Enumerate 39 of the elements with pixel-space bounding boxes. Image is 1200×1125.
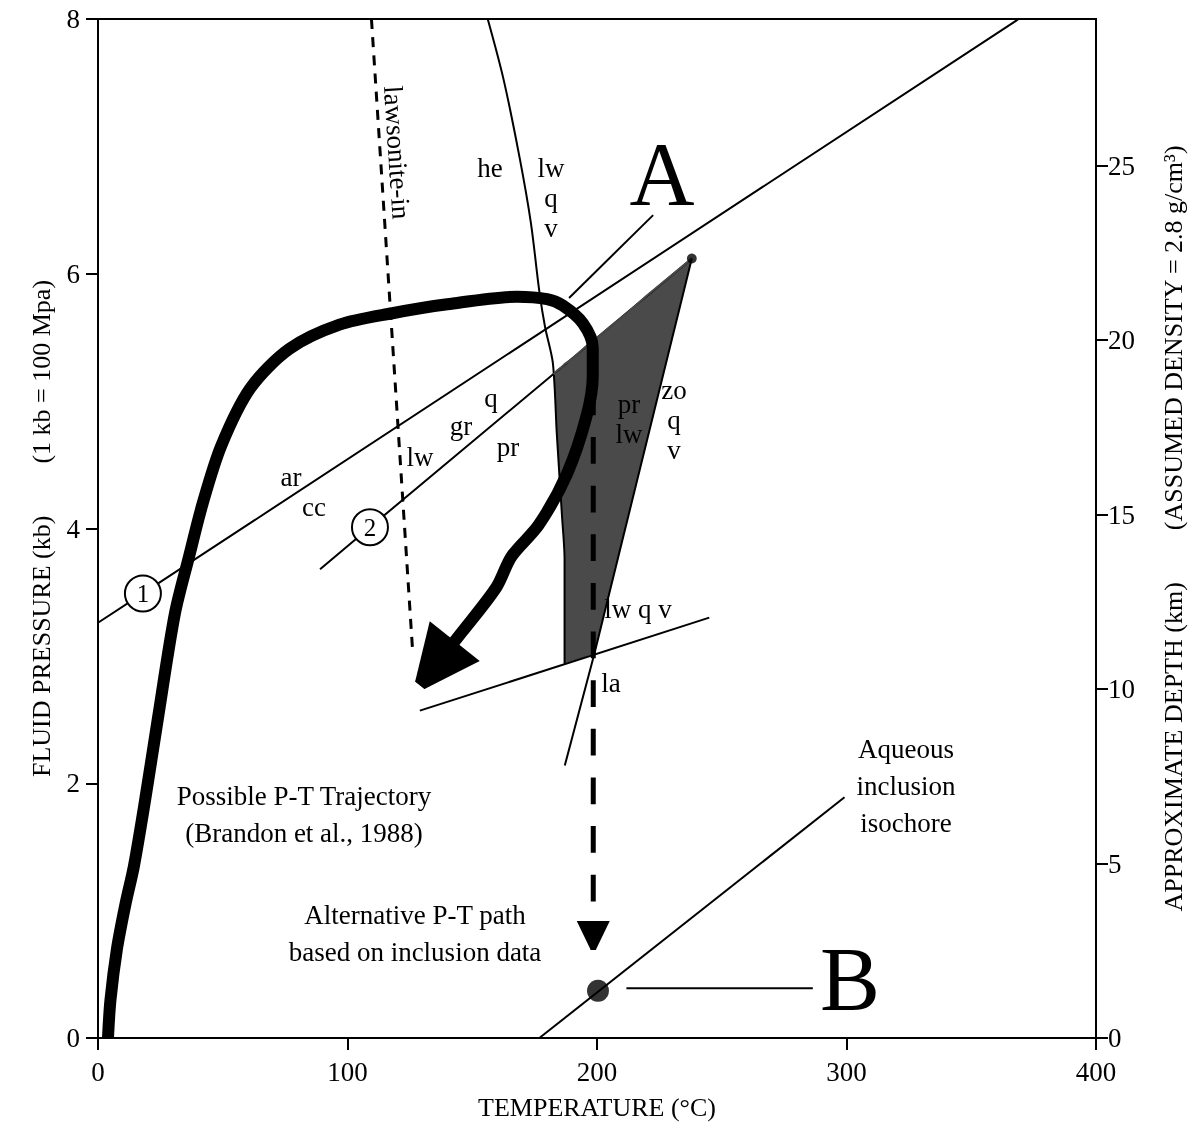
annotation: la [601, 668, 621, 698]
y2-tick-label: 10 [1108, 674, 1135, 705]
y-axis-title: FLUID PRESSURE (kb) (1 kb = 100 Mpa) [26, 279, 56, 778]
y-tick-label: 0 [66, 1023, 80, 1053]
series-label: 1 [136, 579, 150, 607]
y2-tick-label: 15 [1108, 499, 1135, 530]
y-tick-label: 4 [66, 513, 81, 544]
annotation: pr lw [615, 389, 643, 449]
annotation: Possible P-T Trajectory (Brandon et al., 1988) [176, 780, 432, 848]
x-tick-label: 0 [91, 1056, 105, 1087]
x-tick-label: 300 [826, 1056, 867, 1087]
y2-tick-label: 25 [1108, 150, 1135, 181]
x-axis-title: TEMPERATURE (°C) [478, 1092, 716, 1122]
y2-tick-label: 20 [1108, 325, 1135, 356]
annotation: ar [280, 462, 302, 492]
series-label: 2 [363, 513, 377, 541]
annotation: cc [302, 492, 326, 522]
annotation: he [477, 153, 503, 183]
annotation: pr [496, 432, 520, 462]
y-tick-label: 6 [66, 258, 80, 289]
x-tick-label: 100 [327, 1056, 368, 1087]
y-tick-label: 2 [66, 768, 80, 799]
y2-axis-title: APPROXIMATE DEPTH (km) (ASSUMED DENSITY = 2.8 g/cm³) [1158, 145, 1188, 912]
y-tick-label: 8 [66, 4, 80, 34]
x-tick-label: 200 [576, 1056, 618, 1087]
annotation: Aqueous inclusion isochore [856, 734, 956, 838]
annotation: lw q v [604, 594, 673, 624]
text: lawsonite-in [377, 85, 417, 221]
annotation: lw [406, 442, 434, 472]
annotation: zo q v [661, 375, 687, 465]
annotation: q [484, 383, 499, 413]
annotation: gr [449, 411, 473, 441]
annotation: Alternative P-T path based on inclusion data [288, 899, 542, 967]
y2-tick-label: 0 [1108, 1023, 1122, 1053]
y2-tick-label: 5 [1108, 848, 1122, 879]
x-tick-label: 400 [1075, 1056, 1117, 1087]
annotation: lw q v [537, 153, 565, 243]
annotation: A [629, 124, 695, 224]
annotation: B [819, 929, 881, 1029]
